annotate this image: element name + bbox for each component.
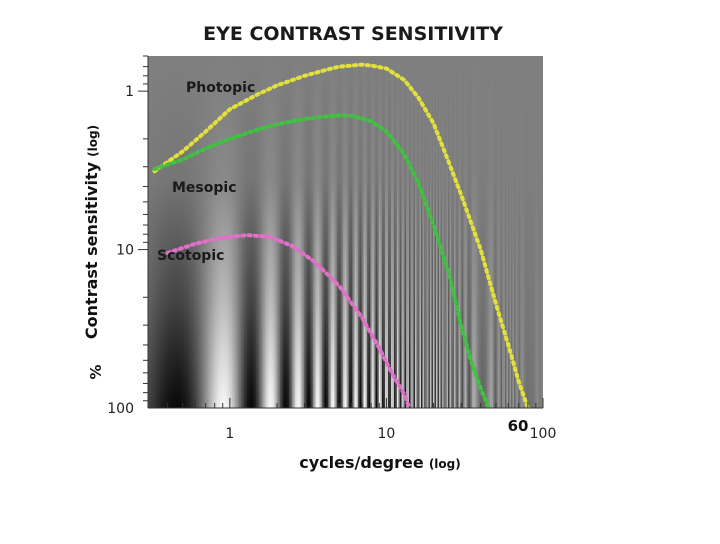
y-axis-title-group: Contrast sensitivity (log): [82, 125, 101, 339]
y-ticks: 1 10 100: [107, 55, 148, 417]
series-line-mesopic: [152, 113, 491, 408]
y-axis-unit: %: [87, 364, 105, 379]
plot-area: [148, 56, 543, 408]
x-tick-label: 100: [530, 426, 557, 442]
x-ticks: 1 10 100: [147, 398, 557, 442]
series-label-mesopic: Mesopic: [172, 180, 237, 196]
series-label-photopic: Photopic: [186, 80, 255, 96]
grating-fade-horizontal: [148, 56, 543, 408]
x-axis-scale-label: (log): [429, 457, 461, 471]
x-tick-label: 10: [378, 426, 396, 442]
y-axis-title-text: Contrast sensitivity (log): [82, 125, 101, 339]
y-tick-label: 100: [107, 401, 134, 417]
series-line-photopic: [152, 62, 530, 408]
chart-title: EYE CONTRAST SENSITIVITY: [203, 23, 503, 45]
series-line-scotopic: [165, 233, 412, 408]
y-tick-label: 10: [116, 243, 134, 259]
y-axis-scale-label: (log): [86, 125, 100, 157]
x-axis-title: cycles/degree: [299, 453, 424, 472]
axes: 1 10 100 1 10 100: [107, 55, 557, 442]
series-layer: [152, 62, 530, 408]
x-tick-label: 1: [225, 426, 234, 442]
x-axis-title-group: cycles/degree (log): [299, 453, 460, 472]
series-label-scotopic: Scotopic: [157, 248, 224, 264]
series-labels: Photopic Mesopic Scotopic: [157, 80, 255, 264]
x-marker-label: 60: [508, 417, 529, 435]
y-tick-label: 1: [125, 84, 134, 100]
y-axis-title: Contrast sensitivity: [82, 161, 101, 339]
